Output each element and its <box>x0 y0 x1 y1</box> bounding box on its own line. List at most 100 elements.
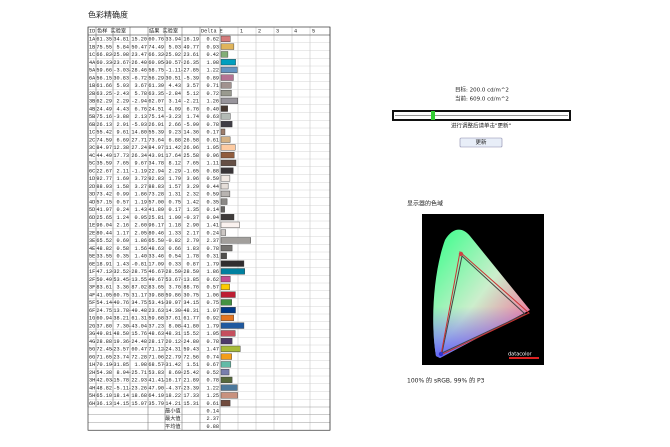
cell: 43.91 <box>148 153 164 159</box>
cell: 65.10 <box>96 393 112 399</box>
delta-bar <box>220 260 245 267</box>
cell: 59.66 <box>96 68 112 74</box>
update-button[interactable] <box>459 137 503 148</box>
cell: 54.38 <box>96 370 112 376</box>
cell: 1.86 <box>207 269 219 275</box>
cell: 22.79 <box>165 354 181 360</box>
cell: 2.29 <box>169 168 181 174</box>
cell: 1.79 <box>207 261 219 267</box>
cell: 1.47 <box>207 347 219 353</box>
cell: 5C <box>89 161 95 167</box>
cell: 25.81 <box>148 215 164 221</box>
cell: 0.24 <box>117 207 129 213</box>
delta-bar <box>220 376 233 383</box>
red-point <box>458 251 464 257</box>
cell: -27.85 <box>180 68 199 74</box>
cell: -26.40 <box>128 60 147 66</box>
cell: 73.28 <box>148 192 164 198</box>
cell: 4G <box>89 339 95 345</box>
cell: 26.34 <box>131 153 147 159</box>
cell: -28.46 <box>128 68 147 74</box>
cell: 2F <box>89 277 95 283</box>
column-header: 结果 实验室 <box>149 26 178 34</box>
delta-bar <box>220 268 245 275</box>
cell: 0.99 <box>117 192 129 198</box>
cell: 30.83 <box>113 75 129 81</box>
delta-tick: 4 <box>294 28 297 34</box>
cell: -2.94 <box>131 99 147 105</box>
cell: 23.47 <box>131 52 147 58</box>
cell: 30.51 <box>165 75 181 81</box>
cell: 33.94 <box>165 37 181 43</box>
cell: 6.76 <box>187 106 199 112</box>
cell: 57.15 <box>96 199 112 205</box>
cell: 1.25 <box>207 393 219 399</box>
cell: 3C <box>89 145 95 151</box>
cell: 72.56 <box>183 354 199 360</box>
cell: 73.42 <box>96 192 112 198</box>
cell: 6B <box>89 122 95 128</box>
cell: 61.77 <box>183 316 199 322</box>
cell: -13.85 <box>180 277 199 283</box>
cell: 14.21 <box>165 401 181 407</box>
cell: 49.77 <box>183 44 199 50</box>
cell: 28.17 <box>148 339 164 345</box>
cell: 1.86 <box>135 238 147 244</box>
cell: 61.39 <box>148 83 164 89</box>
summary-label: 最大值 <box>165 414 181 422</box>
cell: 37.80 <box>96 323 112 329</box>
cell: 56.29 <box>148 75 164 81</box>
cell: 5.78 <box>135 91 147 97</box>
cell: 5A <box>89 68 96 74</box>
cell: 2.32 <box>187 192 199 198</box>
cell: 88.93 <box>96 184 112 190</box>
cell: 1.56 <box>135 246 147 252</box>
cell: 0.57 <box>207 285 219 291</box>
cell: 15.76 <box>131 331 147 337</box>
cell: 70.19 <box>96 362 112 368</box>
cell: 1.08 <box>207 60 219 66</box>
cell: 1.22 <box>207 68 219 74</box>
cell: 53.67 <box>165 277 181 283</box>
cell: -1.65 <box>183 168 199 174</box>
delta-bar <box>220 221 240 228</box>
hint: 进行调整后请单击"更新" <box>451 122 511 130</box>
cell: 53.41 <box>148 300 164 306</box>
cell: 6E <box>89 261 95 267</box>
slider-thumb[interactable] <box>431 111 435 120</box>
cell: 17.64 <box>165 153 181 159</box>
delta-bar <box>220 51 229 58</box>
cell: 25.58 <box>183 153 199 159</box>
cell: 1.09 <box>169 215 181 221</box>
cell: 1.05 <box>207 331 219 337</box>
cell: 55.39 <box>148 130 164 136</box>
delta-bar <box>220 136 231 143</box>
cell: 1.06 <box>207 292 219 298</box>
delta-tick: 2 <box>258 28 261 34</box>
cell: 3E <box>89 238 95 244</box>
cell: 48.82 <box>96 246 112 252</box>
delta-bar <box>220 245 233 252</box>
cell: -49.48 <box>128 308 147 314</box>
brand: datacolor <box>508 352 533 358</box>
delta-bar <box>220 322 245 329</box>
cell: 0.69 <box>117 238 129 244</box>
cell: -3.03 <box>113 68 129 74</box>
cell: 16.19 <box>183 37 199 43</box>
cell: 0.24 <box>207 230 219 236</box>
cell: -41.80 <box>180 323 199 329</box>
cell: 48.50 <box>113 331 129 337</box>
cell: -32.52 <box>110 269 129 275</box>
cell: 23.74 <box>113 354 129 360</box>
delta-bar <box>220 353 232 360</box>
target-lum: 目标: 200.0 cd/m^2 <box>455 86 509 94</box>
cell: 6C <box>89 168 95 174</box>
cell: 4E <box>89 246 95 252</box>
cell: 0.33 <box>169 261 181 267</box>
cell: 55.42 <box>96 130 112 136</box>
cell: -25.71 <box>128 370 147 376</box>
cell: 83.65 <box>148 285 164 291</box>
cell: 0.14 <box>207 207 219 213</box>
cell: 0.61 <box>207 137 219 143</box>
delta-bar <box>220 82 232 89</box>
